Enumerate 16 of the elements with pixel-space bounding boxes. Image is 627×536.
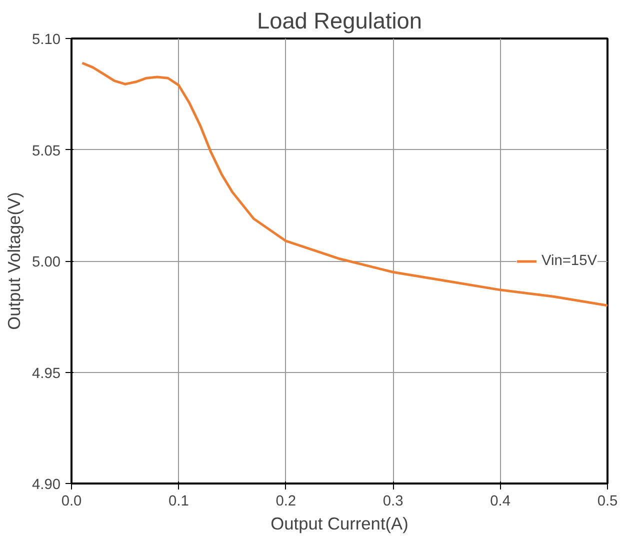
legend-label: Vin=15V <box>541 252 597 268</box>
y-tick-label: 4.90 <box>32 477 61 493</box>
line-series <box>80 62 608 307</box>
y-tick-label: 5.05 <box>32 143 61 160</box>
x-axis-title: Output Current(A) <box>270 514 408 534</box>
chart-title: Load Regulation <box>256 8 422 34</box>
x-tick-label: 0.2 <box>276 494 296 510</box>
y-tick-label: 4.95 <box>32 366 61 382</box>
y-tick-label: 5.00 <box>32 254 61 270</box>
x-tick-label: 0.5 <box>597 494 618 510</box>
x-tick-label: 0.4 <box>490 494 510 510</box>
x-tick-label: 0.3 <box>382 494 404 510</box>
x-tick-label: 0.1 <box>168 494 189 510</box>
y-axis-title: Output Voltage(V) <box>4 192 24 330</box>
x-tick-label: 0.0 <box>61 494 82 510</box>
y-tick-label: 5.10 <box>32 32 61 48</box>
